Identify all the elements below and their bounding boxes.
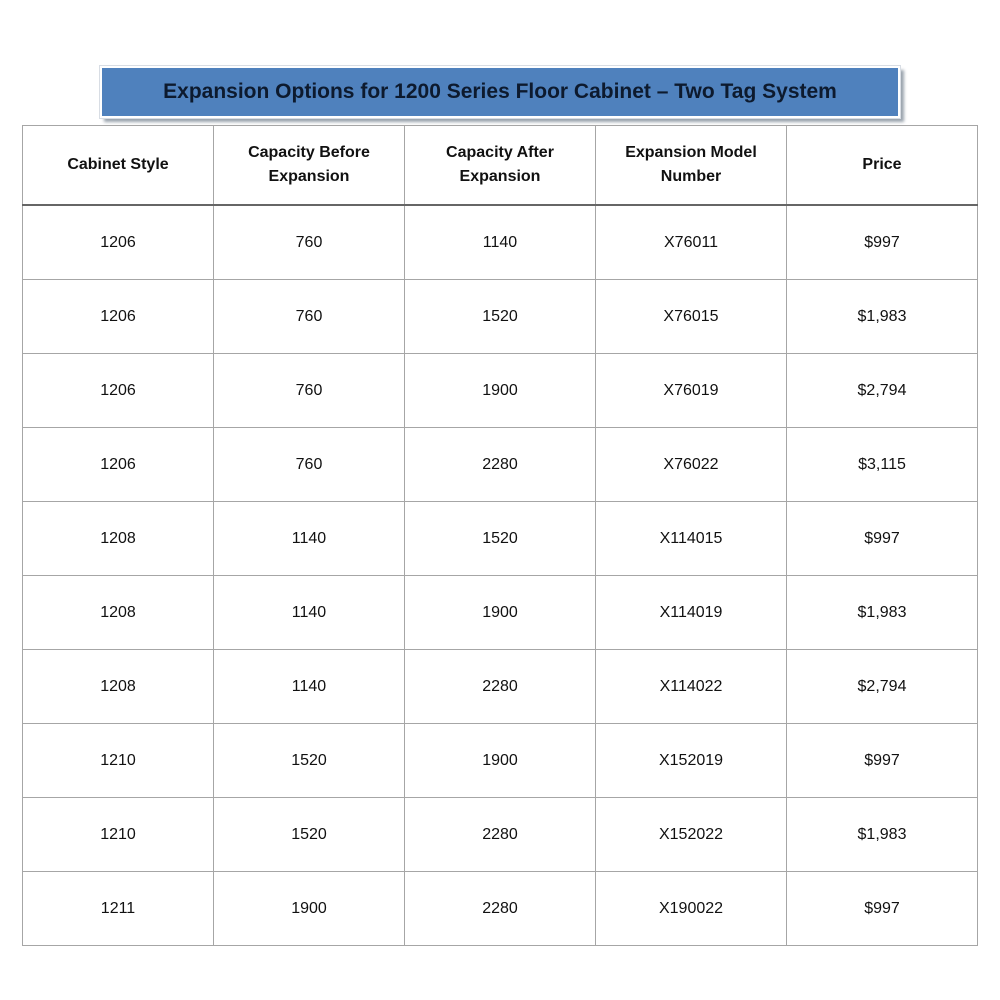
table-cell: 2280 — [404, 797, 596, 872]
table-cell: X152022 — [595, 797, 787, 872]
table-cell: $997 — [786, 723, 978, 798]
table-cell: 1140 — [213, 649, 405, 724]
table-cell: X76022 — [595, 427, 787, 502]
column-header: Price — [786, 125, 978, 206]
table-cell: $997 — [786, 204, 978, 280]
column-header: Cabinet Style — [22, 125, 214, 206]
table-cell: X76019 — [595, 353, 787, 428]
table-cell: $1,983 — [786, 575, 978, 650]
table-cell: 1208 — [22, 575, 214, 650]
table-row: 1208 1140 2280 X114022 $2,794 — [22, 649, 978, 724]
table-cell: 1900 — [404, 353, 596, 428]
table-row: 1206 760 1900 X76019 $2,794 — [22, 353, 978, 428]
table-row: 1206 760 1140 X76011 $997 — [22, 204, 978, 280]
table-cell: 1210 — [22, 723, 214, 798]
table-cell: X114015 — [595, 501, 787, 576]
table-cell: X76015 — [595, 279, 787, 354]
table-cell: 2280 — [404, 649, 596, 724]
table-cell: X190022 — [595, 871, 787, 946]
table-cell: 1140 — [213, 575, 405, 650]
table-row: 1208 1140 1900 X114019 $1,983 — [22, 575, 978, 650]
table-cell: 1140 — [404, 204, 596, 280]
column-header: Capacity After Expansion — [404, 125, 596, 206]
table-row: 1210 1520 1900 X152019 $997 — [22, 723, 978, 798]
table-cell: $3,115 — [786, 427, 978, 502]
table-cell: 1206 — [22, 279, 214, 354]
table-cell: 2280 — [404, 871, 596, 946]
table-cell: $2,794 — [786, 649, 978, 724]
table-cell: 760 — [213, 427, 405, 502]
table-row: 1208 1140 1520 X114015 $997 — [22, 501, 978, 576]
table-row: 1206 760 1520 X76015 $1,983 — [22, 279, 978, 354]
table-cell: 760 — [213, 204, 405, 280]
table-cell: 1140 — [213, 501, 405, 576]
table-cell: 1211 — [22, 871, 214, 946]
table-cell: X114022 — [595, 649, 787, 724]
table-cell: 1206 — [22, 427, 214, 502]
table-cell: 1208 — [22, 501, 214, 576]
table-cell: 1520 — [404, 501, 596, 576]
table-row: 1211 1900 2280 X190022 $997 — [22, 871, 978, 946]
table-cell: 760 — [213, 353, 405, 428]
column-header: Expansion Model Number — [595, 125, 787, 206]
table-cell: 2280 — [404, 427, 596, 502]
table-cell: 760 — [213, 279, 405, 354]
table-cell: 1208 — [22, 649, 214, 724]
table-cell: $997 — [786, 501, 978, 576]
table-cell: 1900 — [213, 871, 405, 946]
table-cell: 1900 — [404, 723, 596, 798]
table-cell: 1210 — [22, 797, 214, 872]
table-row: 1210 1520 2280 X152022 $1,983 — [22, 797, 978, 872]
table-cell: $1,983 — [786, 797, 978, 872]
table-cell: X114019 — [595, 575, 787, 650]
table-cell: 1900 — [404, 575, 596, 650]
expansion-options-table: Cabinet Style Capacity Before Expansion Ca… — [22, 125, 978, 946]
table-cell: 1206 — [22, 353, 214, 428]
table-cell: X152019 — [595, 723, 787, 798]
table-cell: $2,794 — [786, 353, 978, 428]
table-row: 1206 760 2280 X76022 $3,115 — [22, 427, 978, 502]
table-cell: 1520 — [404, 279, 596, 354]
column-header: Capacity Before Expansion — [213, 125, 405, 206]
table-cell: 1206 — [22, 204, 214, 280]
table-title-banner: Expansion Options for 1200 Series Floor … — [100, 66, 900, 118]
table-cell: $997 — [786, 871, 978, 946]
table-cell: 1520 — [213, 723, 405, 798]
header-row: Cabinet Style Capacity Before Expansion Ca… — [22, 125, 978, 206]
table-cell: 1520 — [213, 797, 405, 872]
table-cell: X76011 — [595, 204, 787, 280]
table-cell: $1,983 — [786, 279, 978, 354]
